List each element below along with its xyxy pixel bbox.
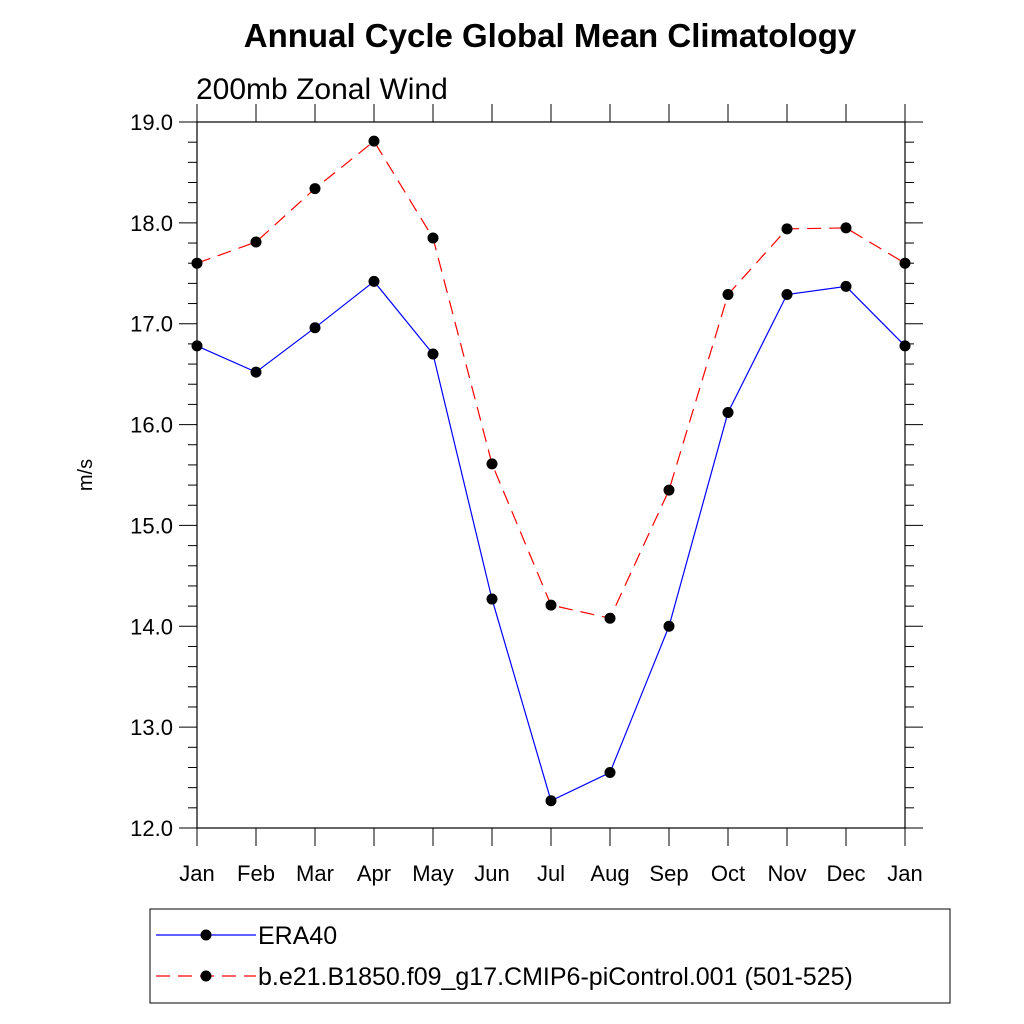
plot-frame — [196, 121, 906, 829]
data-point — [309, 183, 321, 195]
series-2 — [191, 135, 911, 624]
x-tick-label: Feb — [237, 861, 275, 886]
x-tick-label: Jun — [474, 861, 509, 886]
x-tick-label: Dec — [826, 861, 865, 886]
x-tick-label: Oct — [711, 861, 745, 886]
data-point — [250, 366, 262, 378]
data-point — [368, 135, 380, 147]
series-layer — [191, 135, 911, 807]
data-point — [604, 767, 616, 779]
x-tick-label: Jan — [179, 861, 214, 886]
data-point — [663, 620, 675, 632]
x-tick-labels: Jan Feb Mar Apr May Jun Jul Aug Sep Oct Nov Dec Jan — [179, 861, 922, 886]
series-line — [196, 280, 906, 802]
x-tick-label: Jul — [537, 861, 565, 886]
data-point — [840, 222, 852, 234]
legend-label: b.e21.B1850.f09_g17.CMIP6-piControl.001 … — [258, 963, 853, 991]
y-axis-label: m/s — [75, 459, 97, 491]
data-point — [663, 484, 675, 496]
x-tick-label: Sep — [649, 861, 688, 886]
x-tick-label: Nov — [767, 861, 806, 886]
legend: ERA40 b.e21.B1850.f09_g17.CMIP6-piControl… — [149, 908, 951, 1004]
y-tick-label: 18.0 — [130, 211, 173, 236]
data-point — [899, 257, 911, 269]
y-tick-label: 17.0 — [130, 312, 173, 337]
data-point — [781, 288, 793, 300]
chart-subtitle: 200mb Zonal Wind — [196, 73, 448, 106]
data-point — [427, 232, 439, 244]
data-point — [486, 458, 498, 470]
y-tick-label: 14.0 — [130, 614, 173, 639]
data-point — [781, 223, 793, 235]
series-1 — [191, 275, 911, 807]
y-tick-label: 12.0 — [130, 816, 173, 841]
data-point — [604, 612, 616, 624]
data-point — [899, 340, 911, 352]
axis-ticks — [179, 104, 923, 846]
data-point — [309, 322, 321, 334]
data-point — [250, 236, 262, 248]
plot-border — [196, 121, 906, 829]
data-point — [427, 348, 439, 360]
series-line — [196, 140, 906, 619]
y-tick-label: 19.0 — [130, 110, 173, 135]
data-point — [722, 406, 734, 418]
y-tick-label: 13.0 — [130, 715, 173, 740]
data-point — [840, 280, 852, 292]
legend-label: ERA40 — [258, 922, 337, 950]
legend-marker — [200, 929, 212, 941]
legend-item: ERA40 — [156, 922, 337, 950]
data-point — [545, 795, 557, 807]
chart-title: Annual Cycle Global Mean Climatology — [244, 17, 857, 54]
data-point — [486, 593, 498, 605]
data-point — [191, 257, 203, 269]
legend-item: b.e21.B1850.f09_g17.CMIP6-piControl.001 … — [156, 963, 853, 991]
y-tick-label: 15.0 — [130, 513, 173, 538]
y-tick-label: 16.0 — [130, 413, 173, 438]
data-point — [368, 275, 380, 287]
data-point — [545, 599, 557, 611]
legend-box — [149, 908, 951, 1004]
data-point — [191, 340, 203, 352]
x-tick-label: Aug — [590, 861, 629, 886]
x-tick-label: Apr — [357, 861, 391, 886]
x-tick-label: Mar — [296, 861, 334, 886]
data-point — [722, 288, 734, 300]
legend-marker — [200, 970, 212, 982]
x-tick-label: Jan — [887, 861, 922, 886]
x-tick-label: May — [412, 861, 454, 886]
y-tick-labels: 12.0 13.0 14.0 15.0 16.0 17.0 18.0 19.0 — [130, 110, 173, 841]
